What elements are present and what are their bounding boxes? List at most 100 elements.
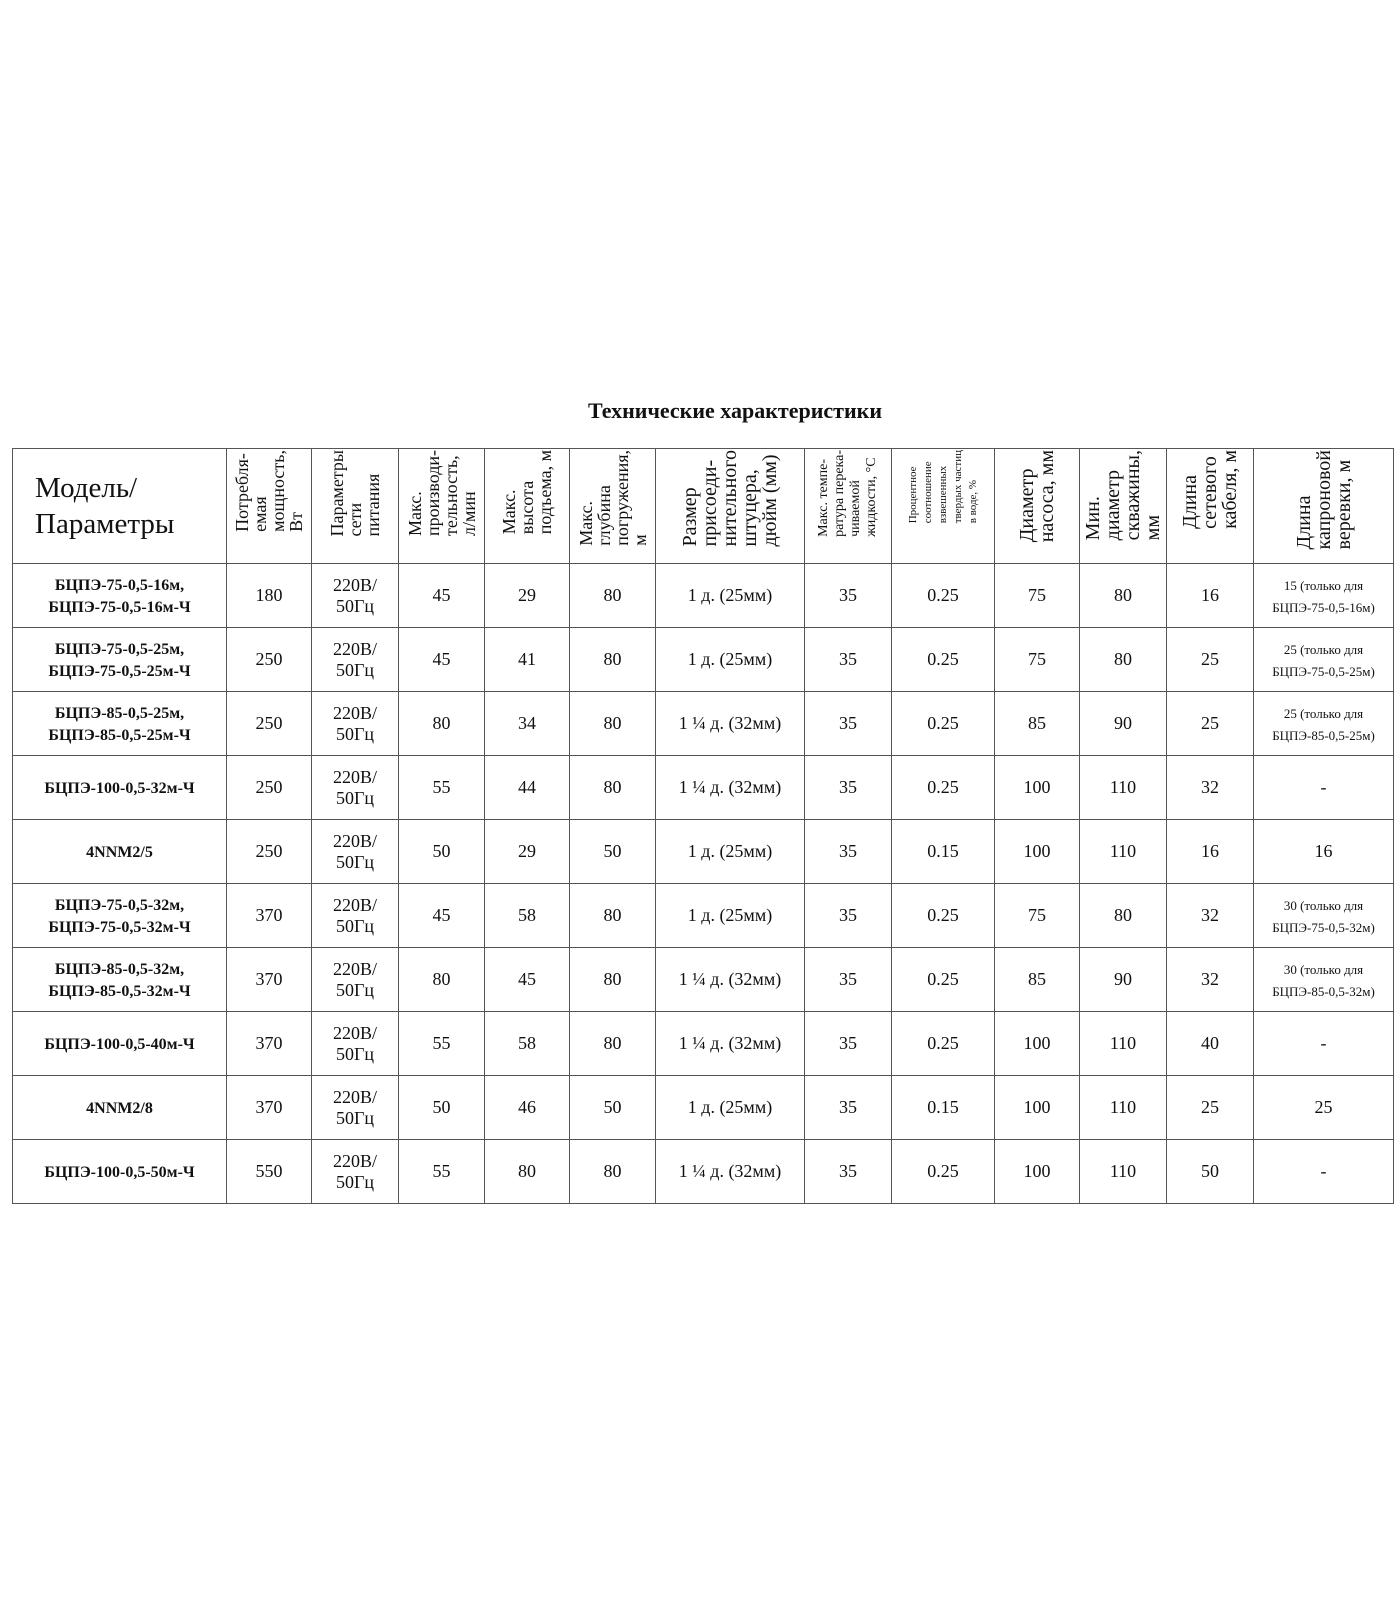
table-cell: 1 д. (25мм) — [655, 627, 805, 692]
column-header-label: Макс. производи- тельность, л/мин — [404, 450, 479, 537]
cell-text: 100 — [1023, 1097, 1051, 1117]
table-cell: 370 — [226, 883, 312, 948]
column-header: Потребля- емая мощность, Вт — [226, 448, 312, 564]
table-cell: 50 — [398, 1075, 485, 1140]
cell-text: 370 — [255, 1097, 283, 1117]
table-cell: 0.15 — [891, 819, 995, 884]
cell-text: 80 — [603, 1161, 622, 1181]
table-cell: 50 — [1166, 1139, 1254, 1204]
cell-text: 100 — [1023, 777, 1051, 797]
cell-text: 80 — [603, 777, 622, 797]
table-cell: 100 — [994, 755, 1080, 820]
table-cell: 550 — [226, 1139, 312, 1204]
table-cell: 35 — [804, 1011, 892, 1076]
table-row: БЦПЭ-75-0,5-16м, БЦПЭ-75-0,5-16м-Ч 180 220… — [12, 563, 1394, 628]
column-header-label: Параметры сети питания — [327, 450, 383, 537]
table-row: БЦПЭ-100-0,5-50м-Ч 550 220В/ 50Гц 55 80 80 1 ¼… — [12, 1139, 1394, 1204]
column-header: Макс. производи- тельность, л/мин — [398, 448, 485, 564]
table-cell: 220В/ 50Гц — [311, 627, 399, 692]
column-header-label: Длина сетевого кабеля, м — [1179, 450, 1241, 529]
table-cell: 55 — [398, 755, 485, 820]
table-row: 4NNM2/5 250 220В/ 50Гц 50 29 50 1 д. (25мм) 35 0… — [12, 819, 1394, 884]
table-cell: - — [1253, 1011, 1394, 1076]
table-row: БЦПЭ-85-0,5-32м, БЦПЭ-85-0,5-32м-Ч 370 220… — [12, 947, 1394, 1012]
model-cell: БЦПЭ-75-0,5-32м, БЦПЭ-75-0,5-32м-Ч — [12, 883, 227, 948]
table-cell: 16 — [1253, 819, 1394, 884]
table-cell: 80 — [398, 691, 485, 756]
cell-text: 0.25 — [927, 905, 959, 925]
cell-text: БЦПЭ-75-0,5-32м, БЦПЭ-75-0,5-32м-Ч — [48, 896, 191, 936]
cell-text: 110 — [1109, 1033, 1137, 1053]
cell-text: 80 — [603, 585, 622, 605]
table-cell: 16 — [1166, 563, 1254, 628]
cell-text: 1 д. (25мм) — [687, 1097, 773, 1117]
cell-text: 25 (только для БЦПЭ-75-0,5-25м) — [1272, 641, 1375, 679]
cell-text: 35 — [839, 1033, 857, 1053]
model-cell: БЦПЭ-100-0,5-50м-Ч — [12, 1139, 227, 1204]
table-cell: 80 — [484, 1139, 570, 1204]
cell-text: 1 ¼ д. (32мм) — [678, 777, 782, 797]
table-cell: 25 — [1166, 1075, 1254, 1140]
table-cell: 80 — [1079, 563, 1167, 628]
cell-text: 80 — [603, 969, 622, 989]
column-header: Параметры сети питания — [311, 448, 399, 564]
column-header: Размер присоеди- нительного штуцера, дюй… — [655, 448, 805, 564]
column-header-label: Потребля- емая мощность, Вт — [232, 450, 306, 532]
cell-text: 45 — [432, 649, 451, 669]
table-row: БЦПЭ-100-0,5-40м-Ч 370 220В/ 50Гц 55 58 80 1 ¼… — [12, 1011, 1394, 1076]
column-header-label: Размер присоеди- нительного штуцера, дюй… — [679, 450, 781, 547]
cell-text: 35 — [839, 585, 857, 605]
table-cell: 1 ¼ д. (32мм) — [655, 691, 805, 756]
table-cell: 0.25 — [891, 947, 995, 1012]
model-cell: БЦПЭ-75-0,5-25м, БЦПЭ-75-0,5-25м-Ч — [12, 627, 227, 692]
table-cell: 35 — [804, 1139, 892, 1204]
table-row: БЦПЭ-75-0,5-32м, БЦПЭ-75-0,5-32м-Ч 370 220… — [12, 883, 1394, 948]
cell-text: 25 — [1201, 713, 1219, 733]
header-row: Модель/ Параметры Потребля- емая мощность… — [12, 448, 1394, 564]
table-cell: 40 — [1166, 1011, 1254, 1076]
table-cell: 35 — [804, 947, 892, 1012]
table-cell: 55 — [398, 1011, 485, 1076]
column-header-label: Макс. высота подъема, м — [499, 450, 555, 535]
table-cell: 1 д. (25мм) — [655, 883, 805, 948]
column-header: Макс. высота подъема, м — [484, 448, 570, 564]
cell-text: 25 — [1201, 649, 1219, 669]
table-cell: 80 — [569, 1011, 656, 1076]
cell-text: 80 — [603, 905, 622, 925]
table-cell: - — [1253, 1139, 1394, 1204]
cell-text: 29 — [518, 585, 536, 605]
cell-text: 80 — [432, 713, 451, 733]
table-cell: 32 — [1166, 883, 1254, 948]
table-cell: 0.25 — [891, 755, 995, 820]
cell-text: 90 — [1114, 969, 1132, 989]
table-cell: 35 — [804, 755, 892, 820]
cell-text: 1 ¼ д. (32мм) — [678, 969, 782, 989]
table-cell: 35 — [804, 1075, 892, 1140]
table-cell: 220В/ 50Гц — [311, 755, 399, 820]
table-cell: 110 — [1079, 1139, 1167, 1204]
column-header: Процентное соотношение взвешенных тверды… — [891, 448, 995, 564]
cell-text: 32 — [1201, 969, 1219, 989]
column-header-label: Длина капроновой веревки, м — [1292, 450, 1355, 550]
cell-text: 35 — [839, 1097, 857, 1117]
cell-text: 100 — [1023, 1161, 1051, 1181]
column-header-label: Мин. диаметр скважины, мм — [1082, 450, 1164, 541]
table-cell: 100 — [994, 819, 1080, 884]
table-row: БЦПЭ-100-0,5-32м-Ч 250 220В/ 50Гц 55 44 80 1 ¼… — [12, 755, 1394, 820]
cell-text: 110 — [1109, 841, 1137, 861]
cell-text: 370 — [255, 905, 283, 925]
cell-text: 100 — [1023, 1033, 1051, 1053]
cell-text: 220В/ 50Гц — [332, 574, 377, 616]
cell-text: 80 — [1114, 905, 1132, 925]
table-cell: 0.25 — [891, 1011, 995, 1076]
table-cell: 25 — [1166, 627, 1254, 692]
cell-text: 370 — [255, 1033, 283, 1053]
table-cell: 29 — [484, 563, 570, 628]
table-cell: 80 — [569, 691, 656, 756]
table-cell: 85 — [994, 691, 1080, 756]
table-cell: 90 — [1079, 947, 1167, 1012]
table-cell: 16 — [1166, 819, 1254, 884]
table-cell: 29 — [484, 819, 570, 884]
table-cell: 80 — [569, 1139, 656, 1204]
table-cell: 110 — [1079, 1075, 1167, 1140]
